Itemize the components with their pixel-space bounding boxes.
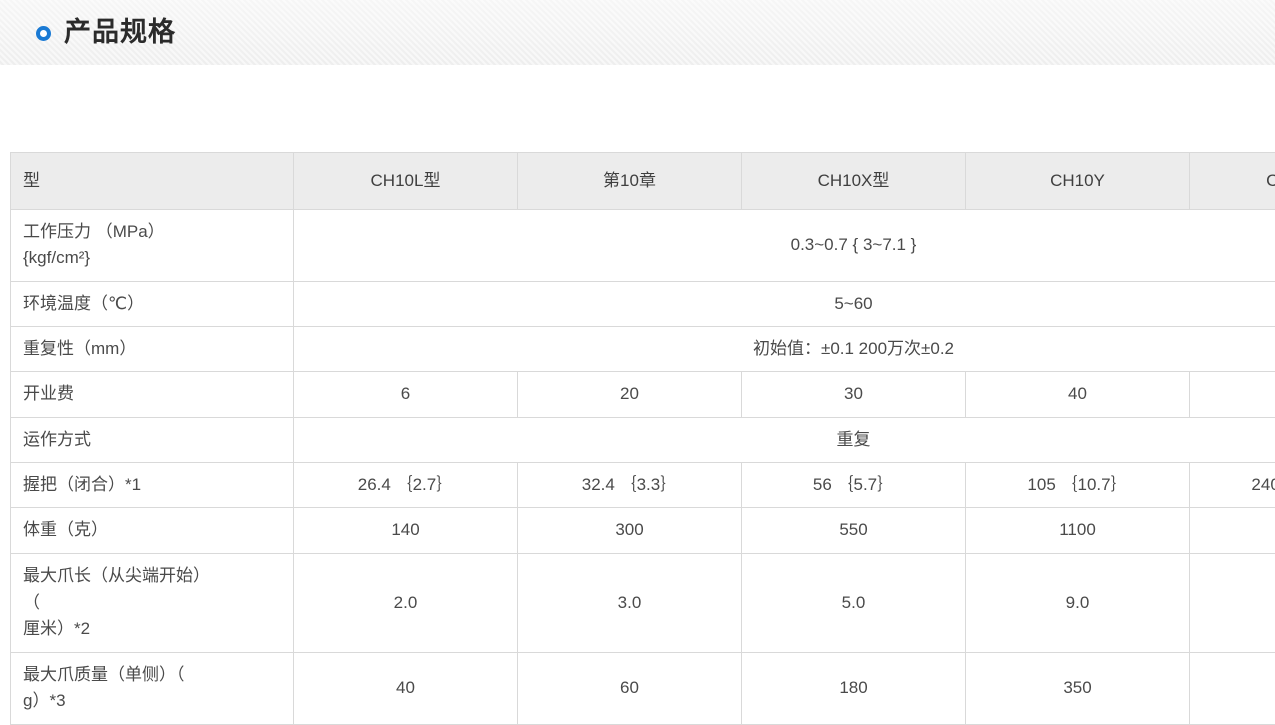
row-label-line: （ xyxy=(23,590,281,616)
row-label-max-claw-length: 最大爪长（从尖端开始） （ 厘米）*2 xyxy=(11,553,294,652)
row-label-line: 最大爪质量（单侧）（ xyxy=(23,662,281,688)
table-row: 最大爪质量（单侧）（ g）*3 40 60 180 350 550 xyxy=(11,652,1275,724)
cell-weight-ch10m: 300 xyxy=(518,508,742,553)
cell-max-claw-mass-ch10l: 40 xyxy=(294,652,518,724)
cell-max-claw-mass-ch10z: 550 xyxy=(1190,652,1275,724)
spec-table-container: 型 CH10L型 第10章 CH10X型 CH10Y CH10Z型 工作压力 （… xyxy=(0,65,1275,725)
row-label-max-claw-mass: 最大爪质量（单侧）（ g）*3 xyxy=(11,652,294,724)
row-label-line: 工作压力 （MPa） xyxy=(23,219,281,245)
cell-weight-ch10y: 1100 xyxy=(966,508,1190,553)
cell-max-claw-length-ch10y: 9.0 xyxy=(966,553,1190,652)
row-label-ambient-temperature: 环境温度（℃） xyxy=(11,281,294,326)
cell-weight-ch10z: 2950 xyxy=(1190,508,1275,553)
table-row: 重复性（mm） 初始值：±0.1 200万次±0.2 xyxy=(11,327,1275,372)
product-spec-table: 型 CH10L型 第10章 CH10X型 CH10Y CH10Z型 工作压力 （… xyxy=(10,152,1275,725)
cell-max-claw-mass-ch10y: 350 xyxy=(966,652,1190,724)
cell-grip-force-ch10x: 56 ｛5.7｝ xyxy=(742,463,966,508)
cell-grip-force-ch10z: 240 ｛24.5｝ xyxy=(1190,463,1275,508)
row-label-opening-fee: 开业费 xyxy=(11,372,294,417)
table-row: 握把（闭合）*1 26.4 ｛2.7｝ 32.4 ｛3.3｝ 56 ｛5.7｝ … xyxy=(11,463,1275,508)
column-header-ch10m: 第10章 xyxy=(518,153,742,210)
column-header-ch10l: CH10L型 xyxy=(294,153,518,210)
column-header-ch10x: CH10X型 xyxy=(742,153,966,210)
row-value-operation-mode: 重复 xyxy=(294,417,1275,462)
cell-max-claw-mass-ch10m: 60 xyxy=(518,652,742,724)
cell-max-claw-length-ch10l: 2.0 xyxy=(294,553,518,652)
cell-opening-fee-ch10z: 60 xyxy=(1190,372,1275,417)
table-row: 环境温度（℃） 5~60 xyxy=(11,281,1275,326)
cell-opening-fee-ch10l: 6 xyxy=(294,372,518,417)
ring-icon xyxy=(36,26,51,41)
cell-grip-force-ch10m: 32.4 ｛3.3｝ xyxy=(518,463,742,508)
row-label-line: {kgf/cm²} xyxy=(23,245,281,271)
table-header: 型 CH10L型 第10章 CH10X型 CH10Y CH10Z型 xyxy=(11,153,1275,210)
page-title: 产品规格 xyxy=(64,19,176,46)
cell-opening-fee-ch10y: 40 xyxy=(966,372,1190,417)
row-value-repeatability: 初始值：±0.1 200万次±0.2 xyxy=(294,327,1275,372)
table-row: 体重（克） 140 300 550 1100 2950 xyxy=(11,508,1275,553)
cell-max-claw-mass-ch10x: 180 xyxy=(742,652,966,724)
table-body: 工作压力 （MPa） {kgf/cm²} 0.3~0.7 { 3~7.1 } 环… xyxy=(11,210,1275,725)
section-header: 产品规格 xyxy=(0,0,1275,65)
column-header-model-label: 型 xyxy=(11,153,294,210)
cell-opening-fee-ch10m: 20 xyxy=(518,372,742,417)
cell-opening-fee-ch10x: 30 xyxy=(742,372,966,417)
row-value-working-pressure: 0.3~0.7 { 3~7.1 } xyxy=(294,210,1275,282)
table-row: 开业费 6 20 30 40 60 xyxy=(11,372,1275,417)
row-label-repeatability: 重复性（mm） xyxy=(11,327,294,372)
column-header-ch10y: CH10Y xyxy=(966,153,1190,210)
row-label-operation-mode: 运作方式 xyxy=(11,417,294,462)
cell-grip-force-ch10l: 26.4 ｛2.7｝ xyxy=(294,463,518,508)
table-row: 工作压力 （MPa） {kgf/cm²} 0.3~0.7 { 3~7.1 } xyxy=(11,210,1275,282)
row-label-line: 厘米）*2 xyxy=(23,616,281,642)
row-label-line: g）*3 xyxy=(23,688,281,714)
table-row: 运作方式 重复 xyxy=(11,417,1275,462)
row-label-working-pressure: 工作压力 （MPa） {kgf/cm²} xyxy=(11,210,294,282)
cell-max-claw-length-ch10x: 5.0 xyxy=(742,553,966,652)
table-header-row: 型 CH10L型 第10章 CH10X型 CH10Y CH10Z型 xyxy=(11,153,1275,210)
cell-weight-ch10x: 550 xyxy=(742,508,966,553)
column-header-ch10z: CH10Z型 xyxy=(1190,153,1275,210)
cell-weight-ch10l: 140 xyxy=(294,508,518,553)
cell-grip-force-ch10y: 105 ｛10.7｝ xyxy=(966,463,1190,508)
cell-max-claw-length-ch10m: 3.0 xyxy=(518,553,742,652)
row-value-ambient-temperature: 5~60 xyxy=(294,281,1275,326)
row-label-grip-force: 握把（闭合）*1 xyxy=(11,463,294,508)
table-row: 最大爪长（从尖端开始） （ 厘米）*2 2.0 3.0 5.0 9.0 12.0 xyxy=(11,553,1275,652)
row-label-weight: 体重（克） xyxy=(11,508,294,553)
row-label-line: 最大爪长（从尖端开始） xyxy=(23,563,281,589)
cell-max-claw-length-ch10z: 12.0 xyxy=(1190,553,1275,652)
